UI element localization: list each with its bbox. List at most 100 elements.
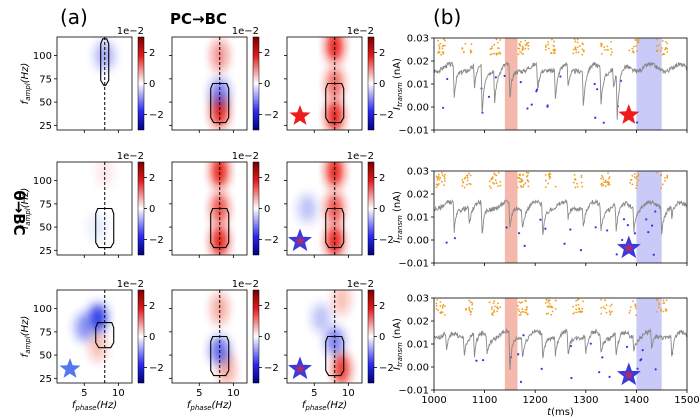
panel-label-a: (a): [60, 5, 88, 29]
cold-blob: [88, 213, 107, 242]
heatmap-frame: [171, 36, 248, 131]
spike-dot: [468, 299, 471, 302]
spike-dot: [573, 38, 576, 41]
heatmap-frame: [286, 289, 363, 384]
spike-dot: [442, 303, 445, 306]
spike-dot: [518, 47, 521, 50]
interneuron-spike-dot: [579, 248, 583, 252]
spike-dot: [438, 51, 441, 54]
col-title-pc-bc: PC→BC: [170, 10, 227, 28]
colorbar-exponent: 1e−2: [347, 26, 374, 37]
spike-dot: [436, 178, 439, 181]
y-axis-label: Itransm (nA): [392, 58, 404, 110]
spike-dot: [441, 174, 444, 177]
spike-dot: [573, 181, 575, 184]
spike-dot: [524, 44, 527, 47]
spike-dot: [608, 183, 611, 186]
spike-dot: [572, 305, 575, 308]
spike-dot: [488, 301, 491, 304]
spike-dot: [522, 173, 524, 176]
spike-dot: [631, 183, 634, 186]
spike-dot: [491, 53, 493, 55]
spike-dot: [604, 179, 607, 182]
hot-blob: [333, 290, 350, 316]
interneuron-spike-dot: [519, 80, 522, 84]
spike-dot: [608, 176, 611, 178]
interneuron-spike-dot: [633, 232, 637, 235]
significance-contour: [325, 335, 345, 377]
spike-dot: [491, 176, 494, 179]
colorbar-tick-label: 2: [264, 301, 270, 312]
spike-dot: [437, 184, 439, 187]
spike-dot: [601, 184, 603, 187]
x-axis-label: t(ms): [547, 407, 574, 418]
spike-dot: [574, 40, 577, 43]
spike-dot: [544, 186, 547, 189]
interneuron-spike-dot: [601, 356, 604, 359]
interneuron-spike-dot: [641, 349, 644, 352]
spike-dot: [581, 310, 584, 313]
spike-dot: [493, 52, 496, 55]
spike-dot: [525, 306, 528, 309]
spike-dot: [462, 181, 464, 184]
spike-dot: [660, 173, 663, 176]
spike-dot: [497, 185, 499, 188]
spike-dot: [489, 48, 492, 50]
spike-dot: [607, 181, 610, 184]
spike-dot: [516, 176, 519, 179]
spike-dot: [491, 314, 494, 317]
interneuron-spike-dot: [526, 107, 529, 110]
spike-dot: [438, 178, 441, 181]
spike-dot: [573, 173, 576, 176]
y-tick-label: 50: [39, 98, 52, 109]
spike-dot: [604, 307, 606, 310]
spike-dot: [442, 51, 445, 54]
y-tick-label: 25: [39, 246, 52, 257]
spike-dot: [547, 301, 550, 304]
spike-dot: [630, 179, 633, 181]
interneuron-spike-dot: [598, 371, 601, 374]
spike-dot: [573, 311, 576, 314]
spike-dot: [576, 38, 579, 41]
colorbar-exponent: 1e−2: [117, 151, 144, 162]
spike-dot: [520, 186, 523, 189]
spike-dot: [552, 48, 555, 51]
y-tick-label: 75: [39, 327, 52, 338]
spike-dot: [525, 171, 528, 174]
colorbar-exponent: 1e−2: [232, 151, 259, 162]
interneuron-spike-dot: [530, 103, 533, 106]
spike-dot: [527, 48, 530, 50]
spike-dot: [635, 314, 638, 317]
spike-dot: [495, 182, 498, 184]
transmission-current-trace: [434, 61, 687, 120]
spike-dot: [610, 51, 613, 54]
spike-dot: [525, 43, 528, 46]
spike-dot: [491, 177, 494, 180]
spike-dot: [608, 310, 611, 312]
spike-dot: [519, 177, 521, 180]
spike-dot: [439, 42, 442, 45]
significance-contour: [95, 322, 115, 349]
spike-dot: [603, 46, 606, 48]
y-tick-label: 0.01: [407, 213, 429, 224]
spike-dot: [524, 47, 527, 50]
spike-dot: [637, 174, 640, 177]
y-tick-label: 0.03: [407, 294, 429, 305]
spike-dot: [522, 46, 524, 49]
y-tick-label: 75: [39, 74, 52, 85]
spike-dot: [581, 185, 584, 188]
colorbar-exponent: 1e−2: [347, 279, 374, 290]
spike-dot: [601, 53, 603, 55]
spike-dot: [666, 177, 669, 179]
spike-dot: [633, 173, 636, 175]
spike-dot: [493, 43, 496, 46]
spike-dot: [632, 45, 635, 48]
colorbar: [252, 161, 260, 256]
spike-dot: [443, 180, 446, 182]
spike-dot: [576, 182, 578, 185]
colorbar-tick-label: 2: [149, 173, 155, 184]
spike-dot: [580, 181, 583, 184]
spike-dot: [550, 313, 553, 316]
spike-dot: [441, 305, 444, 308]
